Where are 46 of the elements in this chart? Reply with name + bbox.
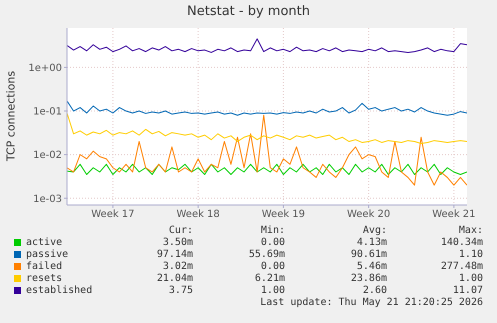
text: Avg: (362, 225, 387, 236)
text: 140.34m (440, 237, 483, 248)
x-tick-label: Week 18 (176, 209, 220, 220)
text: 23.86m (350, 273, 387, 284)
text: 55.69m (248, 249, 285, 260)
text: 1.00 (458, 273, 483, 284)
text: Min: (260, 225, 285, 236)
text: 3.50m (162, 237, 193, 248)
x-tick-label: Week 17 (91, 209, 135, 220)
y-tick-label: 1e-02 (33, 150, 62, 162)
chart-title: Netstat - by month (186, 4, 311, 19)
x-tick-label: Week 19 (262, 209, 306, 220)
text: 2.60 (362, 285, 387, 296)
legend-label: failed (26, 261, 62, 272)
y-axis-title: TCP connections (4, 70, 18, 162)
line-series (67, 114, 467, 186)
y-tick-label: 1e-01 (33, 106, 62, 118)
legend-label: passive (26, 249, 68, 260)
x-tick-label: Week 20 (346, 209, 390, 220)
text: 5.46m (356, 261, 387, 272)
y-tick-label: 1e+00 (28, 62, 62, 74)
text: 3.02m (162, 261, 193, 272)
text: 1.00 (260, 285, 285, 296)
text: 11.07 (452, 285, 483, 296)
text: 3.75 (168, 285, 193, 296)
text: Cur: (168, 225, 193, 236)
line-series (67, 112, 467, 144)
legend-label: established (26, 285, 92, 296)
text: 0.00 (260, 237, 285, 248)
text: 6.21m (254, 273, 285, 284)
legend-label: resets (26, 273, 62, 284)
line-series (67, 164, 467, 176)
text: Max: (458, 225, 483, 236)
line-series (67, 100, 467, 116)
text: 1.10 (458, 249, 483, 260)
text: 90.61m (350, 249, 387, 260)
text: Last update: Thu May 21 21:20:25 2026 (260, 297, 483, 308)
text: 277.48m (440, 261, 483, 272)
text: 0.00 (260, 261, 285, 272)
text: 97.14m (156, 249, 193, 260)
text: 4.13m (356, 237, 387, 248)
x-tick-label: Week 21 (432, 209, 476, 220)
y-tick-label: 1e-03 (33, 194, 62, 205)
legend-label: active (26, 237, 62, 248)
text: 21.04m (156, 273, 193, 284)
line-series (67, 38, 467, 53)
